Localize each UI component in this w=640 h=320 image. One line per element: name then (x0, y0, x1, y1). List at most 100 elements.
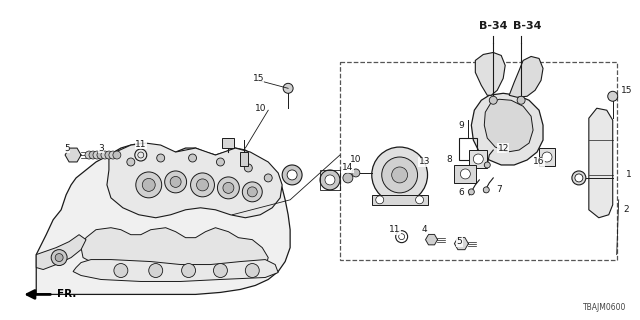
Bar (340, 62, 617, 260)
Circle shape (283, 83, 293, 93)
Text: 11: 11 (389, 225, 401, 234)
Circle shape (218, 177, 239, 199)
Bar (469, 150, 487, 168)
Circle shape (182, 264, 196, 277)
Circle shape (247, 187, 257, 197)
Polygon shape (589, 108, 612, 218)
Polygon shape (484, 99, 533, 152)
Circle shape (381, 157, 417, 193)
Circle shape (415, 196, 424, 204)
Polygon shape (426, 235, 438, 245)
Circle shape (264, 174, 272, 182)
Text: 10: 10 (350, 156, 362, 164)
Circle shape (164, 171, 187, 193)
Circle shape (517, 96, 525, 104)
Circle shape (191, 173, 214, 197)
Circle shape (114, 264, 128, 277)
Polygon shape (107, 143, 282, 218)
Bar (372, 195, 428, 205)
Circle shape (320, 170, 340, 190)
Polygon shape (509, 56, 543, 97)
Text: 16: 16 (533, 157, 545, 166)
Polygon shape (81, 228, 268, 277)
Text: 8: 8 (447, 156, 452, 164)
Text: 5: 5 (64, 144, 70, 153)
Polygon shape (454, 237, 468, 250)
Circle shape (136, 172, 162, 198)
Circle shape (170, 176, 181, 188)
Circle shape (127, 158, 135, 166)
Text: 12: 12 (497, 144, 509, 153)
Circle shape (157, 154, 164, 162)
Text: 10: 10 (255, 104, 266, 113)
Circle shape (214, 264, 227, 277)
Text: 9: 9 (458, 121, 464, 130)
Circle shape (483, 187, 489, 193)
Circle shape (343, 173, 353, 183)
Text: 3: 3 (98, 144, 104, 153)
Circle shape (89, 151, 97, 159)
Text: 5: 5 (456, 237, 462, 246)
Polygon shape (73, 260, 278, 282)
Bar (320, 170, 340, 190)
Circle shape (109, 151, 117, 159)
Circle shape (223, 182, 234, 193)
Circle shape (105, 151, 113, 159)
Circle shape (352, 169, 360, 177)
Circle shape (85, 151, 93, 159)
Text: 11: 11 (135, 140, 147, 148)
Text: 13: 13 (419, 157, 430, 166)
Text: 15: 15 (621, 86, 632, 95)
Text: B-34: B-34 (479, 20, 508, 31)
Circle shape (489, 96, 497, 104)
Circle shape (113, 151, 121, 159)
Circle shape (325, 175, 335, 185)
Polygon shape (36, 143, 290, 294)
Circle shape (287, 170, 297, 180)
Circle shape (148, 264, 163, 277)
Circle shape (484, 162, 490, 168)
Text: FR.: FR. (57, 289, 77, 300)
Bar (539, 148, 555, 166)
Circle shape (245, 264, 259, 277)
Text: 7: 7 (497, 185, 502, 194)
Circle shape (216, 158, 225, 166)
Circle shape (376, 196, 384, 204)
Circle shape (572, 171, 586, 185)
Text: B-34: B-34 (513, 20, 541, 31)
Bar (454, 165, 476, 183)
Circle shape (282, 165, 302, 185)
Polygon shape (36, 235, 86, 269)
Circle shape (474, 154, 483, 164)
Circle shape (97, 151, 105, 159)
Circle shape (196, 179, 209, 191)
Text: 2: 2 (624, 205, 630, 214)
Text: 4: 4 (422, 225, 428, 234)
Circle shape (93, 151, 101, 159)
Text: 14: 14 (342, 164, 353, 172)
Circle shape (243, 182, 262, 202)
Bar (460, 138, 477, 160)
Circle shape (372, 147, 428, 203)
Bar (223, 138, 234, 148)
Circle shape (244, 164, 252, 172)
Circle shape (542, 152, 552, 162)
Circle shape (608, 91, 618, 101)
Circle shape (189, 154, 196, 162)
Polygon shape (476, 52, 505, 95)
Polygon shape (65, 148, 81, 162)
Circle shape (468, 189, 474, 195)
Text: 1: 1 (626, 171, 632, 180)
Circle shape (392, 167, 408, 183)
Circle shape (101, 151, 109, 159)
Circle shape (51, 250, 67, 266)
Text: 6: 6 (458, 188, 464, 197)
Polygon shape (471, 93, 543, 165)
Circle shape (460, 169, 470, 179)
Bar (241, 152, 248, 166)
Circle shape (142, 179, 156, 191)
Text: 15: 15 (253, 74, 264, 83)
Text: TBAJM0600: TBAJM0600 (583, 303, 627, 312)
Circle shape (55, 253, 63, 261)
Circle shape (575, 174, 583, 182)
